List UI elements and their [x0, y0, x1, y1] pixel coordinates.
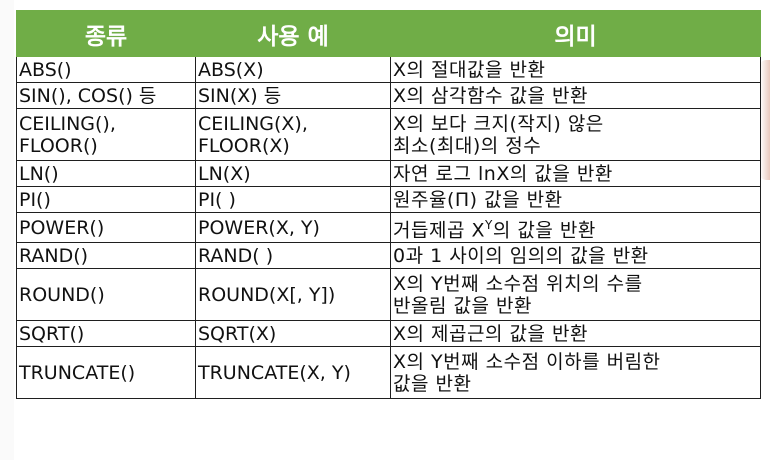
cell-meaning: X의 제곱근의 값을 반환 — [390, 320, 761, 348]
superscript-y: Y — [484, 218, 493, 232]
meaning-text-after: 의 값을 반환 — [492, 219, 596, 242]
cell-usage-example: RAND( ) — [195, 242, 391, 270]
left-margin — [0, 0, 14, 460]
cell-function-type: ROUND() — [16, 268, 196, 322]
table-row: TRUNCATE() TRUNCATE(X, Y) X의 Y번째 소수점 이하를… — [16, 346, 761, 400]
table-row: RAND() RAND( ) 0과 1 사이의 임의의 값을 반환 — [16, 242, 761, 270]
cell-function-type: CEILING(), FLOOR() — [16, 108, 196, 161]
table-row: LN() LN(X) 자연 로그 lnX의 값을 반환 — [16, 160, 761, 187]
cell-function-type: POWER() — [16, 211, 196, 244]
cell-usage-example: SQRT(X) — [195, 320, 391, 348]
table-row: ROUND() ROUND(X[, Y]) X의 Y번째 소수점 위치의 수를 … — [16, 268, 761, 322]
header-example: 사용 예 — [195, 10, 391, 57]
cell-function-type: RAND() — [16, 242, 196, 270]
cell-meaning: X의 Y번째 소수점 이하를 버림한 값을 반환 — [390, 346, 761, 400]
cell-function-type: SQRT() — [16, 320, 196, 348]
meaning-text-before: 거듭제곱 X — [393, 219, 485, 242]
table-row: ABS() ABS(X) X의 절대값을 반환 — [16, 56, 761, 83]
cell-meaning: X의 보다 크지(작지) 않은 최소(최대)의 정수 — [390, 108, 761, 161]
math-functions-table: 종류 사용 예 의미 ABS() ABS(X) X의 절대값을 반환 SIN()… — [16, 10, 761, 400]
cell-meaning: 거듭제곱 XY의 값을 반환 — [390, 211, 761, 244]
cell-function-type: TRUNCATE() — [16, 346, 196, 400]
cell-usage-example: LN(X) — [195, 160, 391, 187]
cell-meaning: X의 Y번째 소수점 위치의 수를 반올림 값을 반환 — [390, 268, 761, 322]
table-row: CEILING(), FLOOR() CEILING(X), FLOOR(X) … — [16, 108, 761, 161]
cell-usage-example: POWER(X, Y) — [195, 211, 391, 244]
cell-meaning: 원주율(Π) 값을 반환 — [390, 186, 761, 213]
cell-usage-example: PI( ) — [195, 186, 391, 213]
table-row: SQRT() SQRT(X) X의 제곱근의 값을 반환 — [16, 320, 761, 348]
table-header: 종류 사용 예 의미 — [16, 10, 761, 57]
cell-function-type: PI() — [16, 186, 196, 213]
cell-meaning: X의 절대값을 반환 — [390, 56, 761, 83]
cell-function-type: SIN(), COS() 등 — [16, 82, 196, 109]
cell-usage-example: ROUND(X[, Y]) — [195, 268, 391, 322]
cell-usage-example: ABS(X) — [195, 56, 391, 83]
cell-function-type: LN() — [16, 160, 196, 187]
cell-meaning: X의 삼각함수 값을 반환 — [390, 82, 761, 109]
table-row: SIN(), COS() 등 SIN(X) 등 X의 삼각함수 값을 반환 — [16, 82, 761, 109]
cell-usage-example: SIN(X) 등 — [195, 82, 391, 109]
cell-function-type: ABS() — [16, 56, 196, 83]
right-edge-decoration — [760, 60, 770, 180]
cell-meaning: 자연 로그 lnX의 값을 반환 — [390, 160, 761, 187]
table-row: PI() PI( ) 원주율(Π) 값을 반환 — [16, 186, 761, 213]
header-meaning: 의미 — [390, 10, 761, 57]
cell-usage-example: CEILING(X), FLOOR(X) — [195, 108, 391, 161]
cell-usage-example: TRUNCATE(X, Y) — [195, 346, 391, 400]
table-row: POWER() POWER(X, Y) 거듭제곱 XY의 값을 반환 — [16, 211, 761, 244]
cell-meaning: 0과 1 사이의 임의의 값을 반환 — [390, 242, 761, 270]
header-type: 종류 — [16, 10, 196, 57]
